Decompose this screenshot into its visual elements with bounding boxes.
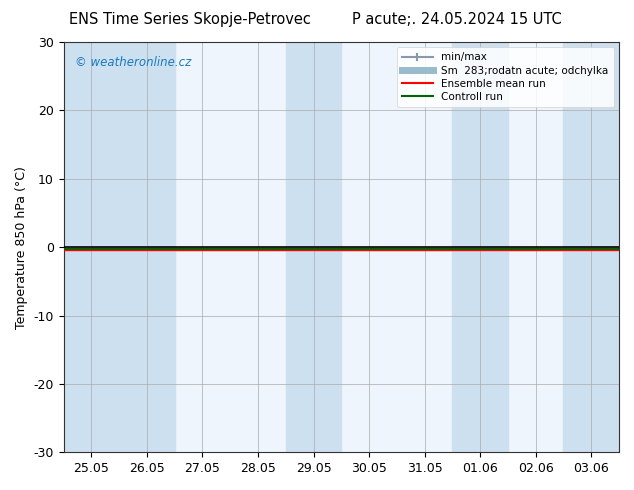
Text: ENS Time Series Skopje-Petrovec: ENS Time Series Skopje-Petrovec: [69, 12, 311, 27]
Bar: [119, 42, 175, 452]
Bar: [63, 42, 119, 452]
Bar: [564, 42, 619, 452]
Legend: min/max, Sm  283;rodatn acute; odchylka, Ensemble mean run, Controll run: min/max, Sm 283;rodatn acute; odchylka, …: [396, 47, 614, 107]
Y-axis label: Temperature 850 hPa (°C): Temperature 850 hPa (°C): [15, 166, 28, 329]
Text: © weatheronline.cz: © weatheronline.cz: [75, 56, 191, 70]
Bar: [286, 42, 341, 452]
Bar: [453, 42, 508, 452]
Text: P acute;. 24.05.2024 15 UTC: P acute;. 24.05.2024 15 UTC: [352, 12, 561, 27]
